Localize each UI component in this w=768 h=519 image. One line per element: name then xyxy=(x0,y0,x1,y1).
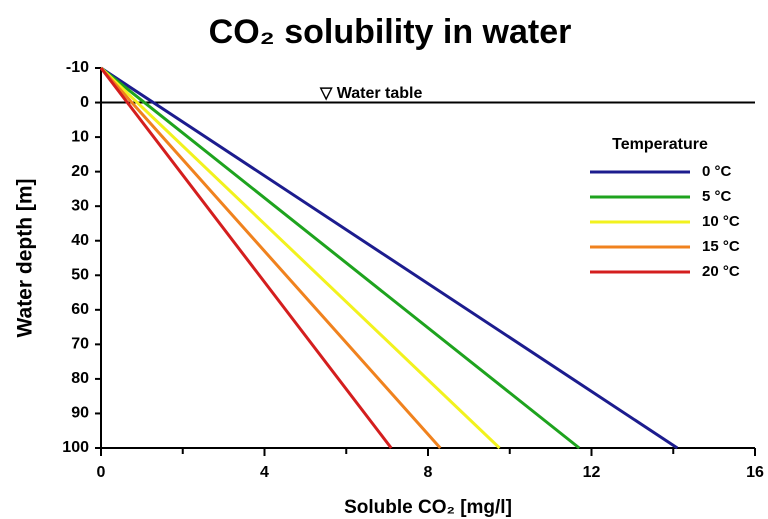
line-series xyxy=(99,67,442,449)
y-tick-label: 40 xyxy=(71,232,89,249)
line-series xyxy=(99,67,393,449)
y-axis-label: Water depth [m] xyxy=(14,178,37,337)
y-tick-label: 10 xyxy=(71,128,89,145)
x-tick-label: 12 xyxy=(583,464,601,481)
y-tick-label: 100 xyxy=(62,439,89,456)
legend-label: 5 °C xyxy=(702,188,732,205)
x-tick-label: 0 xyxy=(97,464,106,481)
y-tick-label: 20 xyxy=(71,163,89,180)
y-tick-label: 50 xyxy=(71,266,89,283)
x-tick-label: 4 xyxy=(260,464,269,481)
legend-label: 10 °C xyxy=(702,213,740,230)
x-tick-label: 16 xyxy=(746,464,764,481)
line-series xyxy=(100,66,679,450)
legend-label: 0 °C xyxy=(702,163,732,180)
water-table-label: ▽ Water table xyxy=(319,85,423,102)
legend-label: 20 °C xyxy=(702,263,740,280)
line-series xyxy=(100,66,581,450)
chart-title: CO₂ solubility in water xyxy=(209,13,572,51)
y-tick-label: 70 xyxy=(71,336,89,353)
y-tick-label: 90 xyxy=(71,405,89,422)
y-tick-label: 0 xyxy=(80,94,89,111)
y-tick-label: 60 xyxy=(71,301,89,318)
line-series xyxy=(99,66,501,450)
legend-title: Temperature xyxy=(612,136,708,153)
x-tick-label: 8 xyxy=(424,464,433,481)
y-tick-label: 30 xyxy=(71,197,89,214)
y-tick-label: -10 xyxy=(66,59,89,76)
legend-label: 15 °C xyxy=(702,238,740,255)
y-tick-label: 80 xyxy=(71,370,89,387)
x-axis-label: Soluble CO₂ [mg/l] xyxy=(344,497,512,518)
